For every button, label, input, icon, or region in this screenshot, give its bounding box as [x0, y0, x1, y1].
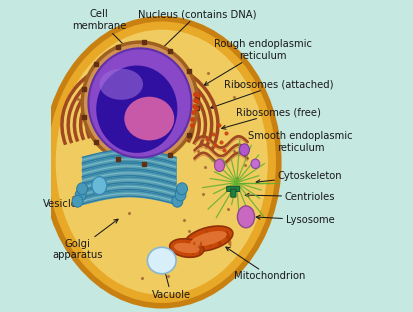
Ellipse shape — [175, 189, 185, 201]
Ellipse shape — [82, 42, 197, 164]
Text: Nucleus (contains DNA): Nucleus (contains DNA) — [138, 9, 256, 53]
Text: Vacuole: Vacuole — [151, 269, 190, 300]
Text: Vesicle: Vesicle — [43, 190, 95, 209]
Ellipse shape — [171, 195, 183, 207]
Ellipse shape — [55, 30, 267, 295]
Ellipse shape — [239, 144, 249, 156]
Text: Ribosomes (attached): Ribosomes (attached) — [210, 79, 333, 109]
Ellipse shape — [83, 44, 196, 162]
Text: Cytoskeleton: Cytoskeleton — [256, 171, 342, 183]
Ellipse shape — [124, 97, 174, 140]
Ellipse shape — [215, 231, 221, 247]
Ellipse shape — [92, 177, 107, 195]
Ellipse shape — [214, 159, 224, 172]
Text: Centrioles: Centrioles — [244, 192, 335, 202]
Ellipse shape — [88, 48, 191, 158]
Text: Ribosomes (free): Ribosomes (free) — [221, 107, 320, 129]
Ellipse shape — [147, 247, 176, 274]
Text: Rough endoplasmic
reticulum: Rough endoplasmic reticulum — [204, 39, 311, 85]
Ellipse shape — [169, 239, 203, 257]
Ellipse shape — [87, 47, 192, 159]
Ellipse shape — [45, 19, 278, 306]
Ellipse shape — [190, 231, 226, 246]
Ellipse shape — [250, 159, 259, 168]
Ellipse shape — [185, 241, 188, 255]
Text: Smooth endoplasmic
reticulum: Smooth endoplasmic reticulum — [242, 131, 352, 155]
Ellipse shape — [184, 226, 232, 251]
Ellipse shape — [96, 66, 177, 153]
FancyBboxPatch shape — [230, 189, 235, 197]
Text: Mitochondrion: Mitochondrion — [225, 247, 304, 281]
Ellipse shape — [237, 206, 254, 228]
Ellipse shape — [198, 241, 202, 255]
Text: Lysosome: Lysosome — [256, 215, 334, 225]
Ellipse shape — [176, 183, 187, 195]
Text: Golgi
apparatus: Golgi apparatus — [52, 219, 118, 261]
Ellipse shape — [76, 183, 88, 195]
FancyBboxPatch shape — [226, 186, 239, 192]
Ellipse shape — [205, 231, 211, 247]
Text: Cell
membrane: Cell membrane — [72, 9, 128, 49]
Ellipse shape — [192, 241, 195, 255]
Ellipse shape — [99, 69, 143, 100]
Ellipse shape — [75, 189, 86, 201]
Ellipse shape — [173, 243, 199, 253]
Ellipse shape — [72, 195, 83, 207]
Ellipse shape — [225, 231, 231, 247]
